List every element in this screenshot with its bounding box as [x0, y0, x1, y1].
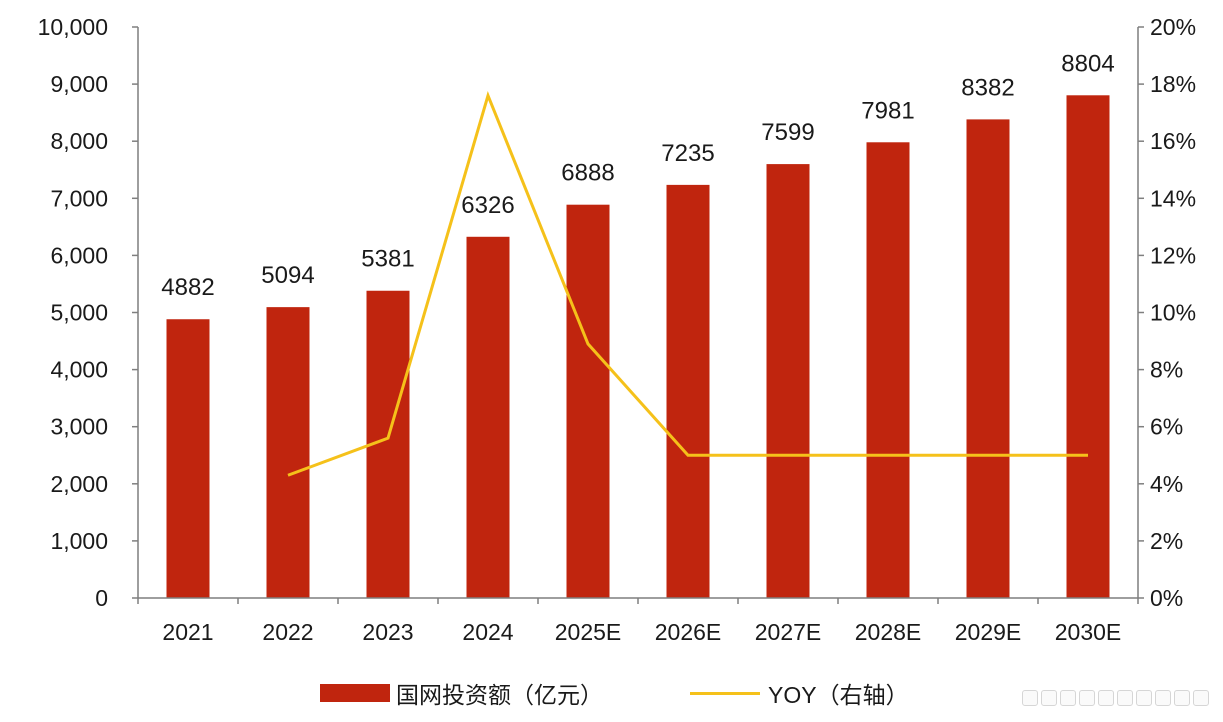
yoy-line-series — [287, 90, 1088, 477]
left-tick-label: 5,000 — [50, 300, 108, 326]
data-label-2028E: 7981 — [861, 97, 914, 124]
bar-data-labels: 4882 5094 5381 6326 6888 7235 7599 7981 8382 8804 — [161, 50, 1114, 301]
left-tick-label: 10,000 — [38, 14, 108, 40]
x-tick-label: 2022 — [262, 619, 313, 645]
right-tick-label: 4% — [1150, 471, 1183, 497]
bar-2027E — [766, 164, 810, 598]
right-tick-label: 14% — [1150, 185, 1196, 211]
data-label-2023: 5381 — [361, 246, 414, 273]
legend-swatch-bar — [320, 684, 390, 702]
bar-2025E — [566, 204, 610, 599]
x-tick-label: 2025E — [555, 619, 622, 645]
left-axis-ticks: 0 1,000 2,000 3,000 4,000 5,000 6,000 7,000 8,00… — [38, 14, 138, 611]
right-tick-label: 8% — [1150, 357, 1183, 383]
x-tick-label: 2028E — [855, 619, 922, 645]
left-tick-label: 0 — [95, 585, 108, 611]
x-tick-label: 2023 — [362, 619, 413, 645]
data-label-2021: 4882 — [161, 274, 214, 301]
bar-2022 — [266, 307, 310, 598]
right-tick-label: 12% — [1150, 242, 1196, 268]
right-tick-label: 2% — [1150, 528, 1183, 554]
legend-label-yoy: YOY（右轴） — [768, 682, 909, 708]
data-label-2027E: 7599 — [761, 119, 814, 146]
legend: 国网投资额（亿元） YOY（右轴） — [0, 676, 1223, 710]
bar-2028E — [866, 142, 910, 598]
legend-label-investment: 国网投资额（亿元） — [396, 682, 603, 708]
right-tick-label: 6% — [1150, 414, 1183, 440]
left-tick-label: 7,000 — [50, 185, 108, 211]
right-tick-label: 18% — [1150, 71, 1196, 97]
bar-2030E — [1066, 95, 1110, 599]
left-tick-label: 9,000 — [50, 71, 108, 97]
right-tick-label: 16% — [1150, 128, 1196, 154]
right-axis-ticks: 0% 2% 4% 6% 8% 10% 12% 14% 16% 18% 20% — [1138, 14, 1196, 611]
left-tick-label: 3,000 — [50, 414, 108, 440]
yoy-line — [287, 90, 1088, 477]
left-tick-label: 4,000 — [50, 357, 108, 383]
data-label-2022: 5094 — [261, 262, 314, 289]
bar-2024 — [466, 236, 510, 598]
data-label-2029E: 8382 — [961, 74, 1014, 101]
x-tick-label: 2024 — [462, 619, 513, 645]
bar-2026E — [666, 184, 710, 598]
x-tick-label: 2021 — [162, 619, 213, 645]
data-label-2030E: 8804 — [1061, 50, 1114, 77]
bar-2029E — [966, 119, 1010, 598]
left-tick-label: 2,000 — [50, 471, 108, 497]
watermark-icon — [1022, 690, 1209, 706]
right-tick-label: 10% — [1150, 300, 1196, 326]
bar-2021 — [166, 319, 210, 598]
left-tick-label: 8,000 — [50, 128, 108, 154]
data-label-2024: 6326 — [461, 192, 514, 219]
data-label-2025E: 6888 — [561, 160, 614, 187]
legend-item-yoy: YOY（右轴） — [690, 676, 909, 710]
x-tick-label: 2027E — [755, 619, 822, 645]
x-tick-label: 2029E — [955, 619, 1022, 645]
right-tick-label: 20% — [1150, 14, 1196, 40]
x-tick-label: 2030E — [1055, 619, 1122, 645]
legend-item-investment: 国网投资额（亿元） — [320, 676, 603, 710]
x-axis-ticks: 2021 2022 2023 2024 2025E 2026E 2027E 2028E 2029… — [162, 619, 1121, 645]
right-tick-label: 0% — [1150, 585, 1183, 611]
left-tick-label: 1,000 — [50, 528, 108, 554]
x-tick-label: 2026E — [655, 619, 722, 645]
legend-swatch-line — [690, 691, 760, 695]
data-label-2026E: 7235 — [661, 140, 714, 167]
left-tick-label: 6,000 — [50, 242, 108, 268]
bar-series — [166, 95, 1110, 599]
